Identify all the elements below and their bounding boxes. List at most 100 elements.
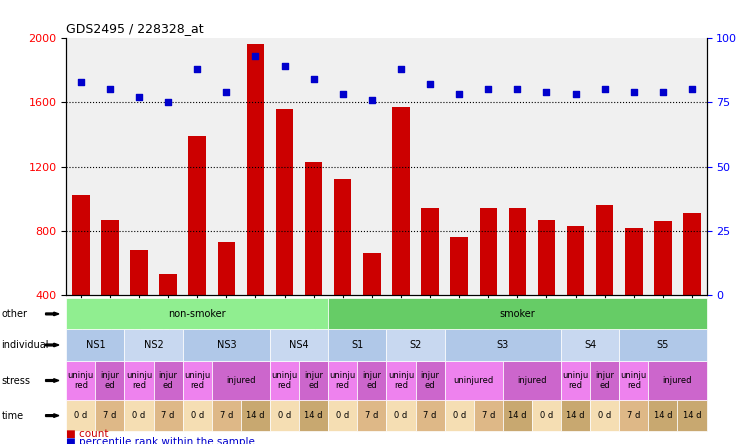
Bar (101, 220, 118, 360)
Text: non-smoker: non-smoker (169, 309, 226, 319)
Bar (625, 228, 643, 360)
Bar (538, 220, 555, 360)
Point (540, 88, 552, 95)
Text: uninju
red: uninju red (330, 371, 356, 390)
Text: 0 d: 0 d (191, 411, 204, 420)
Bar (363, 254, 381, 360)
Point (75, 78, 87, 85)
Text: 14 d: 14 d (683, 411, 701, 420)
Text: uninju
red: uninju red (184, 371, 210, 390)
Point (512, 86, 523, 93)
Text: injured: injured (226, 376, 255, 385)
Text: 14 d: 14 d (246, 411, 265, 420)
Text: uninju
red: uninju red (272, 371, 297, 390)
Bar (450, 237, 468, 360)
Text: uninju
red: uninju red (562, 371, 589, 390)
Text: uninju
red: uninju red (126, 371, 152, 390)
Text: NS1: NS1 (85, 340, 105, 350)
Text: 7 d: 7 d (103, 411, 116, 420)
Text: other: other (1, 309, 27, 319)
Point (482, 86, 494, 93)
Bar (188, 136, 206, 360)
Point (599, 86, 611, 93)
Bar (596, 205, 613, 360)
Text: time: time (1, 411, 24, 420)
Bar (247, 44, 264, 360)
Text: injur
ed: injur ed (100, 371, 119, 390)
Text: 7 d: 7 d (627, 411, 640, 420)
Point (628, 88, 640, 95)
Point (220, 88, 232, 95)
Text: uninju
red: uninju red (68, 371, 94, 390)
Text: injur
ed: injur ed (159, 371, 177, 390)
Bar (654, 221, 672, 360)
Text: 14 d: 14 d (654, 411, 672, 420)
Text: 0 d: 0 d (278, 411, 291, 420)
Text: individual: individual (1, 340, 49, 350)
Text: S5: S5 (657, 340, 669, 350)
Text: 14 d: 14 d (566, 411, 585, 420)
Text: uninju
red: uninju red (388, 371, 414, 390)
Bar (509, 208, 526, 360)
Text: S1: S1 (351, 340, 364, 350)
Text: injur
ed: injur ed (420, 371, 439, 390)
Text: 7 d: 7 d (161, 411, 174, 420)
Bar (421, 208, 439, 360)
Text: injur
ed: injur ed (362, 371, 381, 390)
Text: NS4: NS4 (289, 340, 309, 350)
Text: uninjured: uninjured (453, 376, 494, 385)
Bar (567, 226, 584, 360)
Text: injur
ed: injur ed (595, 371, 614, 390)
Bar (392, 107, 410, 360)
Bar (160, 274, 177, 360)
Bar (130, 250, 148, 360)
Text: uninju
red: uninju red (620, 371, 647, 390)
Bar (305, 162, 322, 360)
Text: injur
ed: injur ed (304, 371, 323, 390)
Bar (683, 213, 701, 360)
Point (366, 96, 378, 103)
Text: 7 d: 7 d (219, 411, 233, 420)
Text: stress: stress (1, 376, 30, 385)
Text: 7 d: 7 d (423, 411, 436, 420)
Text: 0 d: 0 d (598, 411, 612, 420)
Point (424, 80, 436, 87)
Bar (334, 179, 352, 360)
Point (308, 75, 319, 83)
Point (133, 93, 145, 100)
Point (686, 86, 698, 93)
Bar (276, 109, 293, 360)
Point (104, 86, 116, 93)
Bar (480, 208, 497, 360)
Point (191, 65, 203, 72)
Text: 0 d: 0 d (453, 411, 466, 420)
Point (395, 65, 407, 72)
Text: GDS2495 / 228328_at: GDS2495 / 228328_at (66, 22, 204, 35)
Point (453, 91, 465, 98)
Text: 14 d: 14 d (305, 411, 323, 420)
Point (570, 91, 581, 98)
Text: ■ percentile rank within the sample: ■ percentile rank within the sample (66, 437, 255, 444)
Text: 0 d: 0 d (539, 411, 553, 420)
Point (250, 52, 261, 59)
Text: 7 d: 7 d (365, 411, 378, 420)
Point (657, 88, 669, 95)
Text: 0 d: 0 d (394, 411, 408, 420)
Point (279, 63, 291, 70)
Text: ■ count: ■ count (66, 429, 109, 439)
Bar (218, 242, 235, 360)
Text: 0 d: 0 d (132, 411, 146, 420)
Text: 14 d: 14 d (508, 411, 527, 420)
Text: S3: S3 (497, 340, 509, 350)
Text: injured: injured (517, 376, 547, 385)
Text: injured: injured (662, 376, 692, 385)
Text: 0 d: 0 d (74, 411, 88, 420)
Text: S4: S4 (584, 340, 596, 350)
Text: 7 d: 7 d (481, 411, 495, 420)
Text: NS3: NS3 (216, 340, 236, 350)
Text: NS2: NS2 (144, 340, 163, 350)
Bar (72, 195, 90, 360)
Text: smoker: smoker (500, 309, 535, 319)
Point (337, 91, 349, 98)
Text: 0 d: 0 d (336, 411, 350, 420)
